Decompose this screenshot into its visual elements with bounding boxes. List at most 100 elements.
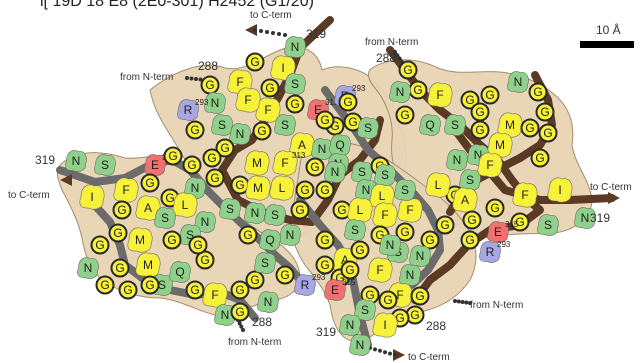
residue-letter: G <box>403 63 412 77</box>
glycine-marker <box>378 290 398 310</box>
residue-number-319: 319 <box>306 27 326 41</box>
residue-letter: S <box>381 168 389 182</box>
residue-G: G <box>462 210 482 230</box>
residue-blob <box>574 207 596 229</box>
residue-blob <box>324 279 346 301</box>
residue-I: I <box>79 184 105 210</box>
residue-G: G <box>185 280 205 300</box>
residue-blob <box>169 261 191 283</box>
residue-Q: Q <box>329 134 351 156</box>
residue-letter: G <box>320 113 329 127</box>
terminus-dots <box>383 350 387 355</box>
residue-letter: G <box>235 178 244 192</box>
residue-letter: G <box>295 203 304 217</box>
residue-N: N <box>324 161 346 183</box>
residue-letter: F <box>521 188 528 202</box>
residue-letter: A <box>298 138 306 152</box>
residue-letter: S <box>218 118 226 132</box>
glycine-marker <box>315 180 335 200</box>
residue-letter: G <box>205 78 214 92</box>
residue-F: F <box>235 87 261 113</box>
residue-letter: G <box>310 160 319 174</box>
residue-letter: G <box>540 105 549 119</box>
residue-blob <box>79 184 105 210</box>
residue-letter: G <box>210 171 219 185</box>
glycine-marker <box>118 280 138 300</box>
residue-blob <box>255 97 281 123</box>
residue-blob <box>537 214 559 236</box>
residue-N: N <box>409 245 431 267</box>
residue-letter: N <box>211 96 220 110</box>
residue-letter: N <box>264 295 273 309</box>
residue-letter: G <box>425 233 434 247</box>
residue-letter: G <box>190 123 199 137</box>
residue-blob <box>235 87 261 113</box>
glycine-marker <box>185 120 205 140</box>
residue-letter: G <box>475 105 484 119</box>
residue-letter: G <box>365 288 374 302</box>
residue-number-319: 319 <box>316 325 336 339</box>
residue-G: G <box>182 155 202 175</box>
residue-N: N <box>77 257 99 279</box>
residue-blob <box>349 334 371 356</box>
residue-G: G <box>395 105 415 125</box>
residue-letter: G <box>533 85 542 99</box>
residue-letter: F <box>281 156 288 170</box>
residue-N: N <box>279 224 301 246</box>
residue-blob <box>202 282 228 308</box>
residue-letter: G <box>383 293 392 307</box>
terminus-dots <box>253 28 257 32</box>
residue-number: 293 <box>312 273 326 282</box>
residue-letter: G <box>250 273 259 287</box>
residue-letter: G <box>410 308 419 322</box>
terminus-dots <box>397 56 402 61</box>
residue-F: F <box>397 197 423 223</box>
glycine-marker <box>290 200 310 220</box>
residue-letter: G <box>113 226 122 240</box>
residue-blob <box>425 172 451 198</box>
residue-letter: N <box>201 215 210 229</box>
residue-G: G <box>230 280 250 300</box>
residue-letter: E <box>314 103 322 117</box>
residue-blob <box>479 241 501 263</box>
terminus-dots <box>271 31 275 35</box>
residue-letter: S <box>281 118 289 132</box>
glycine-marker <box>112 200 132 220</box>
residue-letter: G <box>145 176 154 190</box>
residue-G: G <box>238 225 258 245</box>
residue-letter: F <box>244 93 251 107</box>
residue-letter: F <box>436 88 443 102</box>
residue-blob <box>547 177 573 203</box>
residue-S: S <box>357 117 379 139</box>
residue-M: M <box>245 175 271 201</box>
glycine-marker <box>295 180 315 200</box>
residue-letter: N <box>331 165 340 179</box>
residue-letter: F <box>406 203 413 217</box>
residue-number: 293 <box>195 98 209 107</box>
residue-letter: G <box>535 151 544 165</box>
residue-letter: G <box>320 233 329 247</box>
residue-Q: Q <box>169 261 191 283</box>
residue-N: N <box>339 314 361 336</box>
glycine-marker <box>480 85 500 105</box>
residue-blob <box>244 150 270 176</box>
residue-letter: N <box>453 153 462 167</box>
terminus-dots <box>460 300 465 304</box>
residue-G: G <box>435 215 455 235</box>
residue-blob <box>446 149 468 171</box>
residue-G: G <box>485 198 505 218</box>
c-term-arrow-icon <box>393 349 405 361</box>
residue-blob <box>452 187 478 213</box>
residue-number-319: 319 <box>35 153 55 167</box>
residue-letter: G <box>337 203 346 217</box>
residue-blob <box>270 55 296 81</box>
terminus-dots <box>185 76 189 80</box>
residue-G: G <box>350 240 370 260</box>
residue-letter: G <box>235 305 244 319</box>
glycine-marker <box>90 235 110 255</box>
residue-blob <box>244 202 266 224</box>
residue-F: F <box>113 177 139 203</box>
glycine-marker <box>315 110 335 130</box>
residue-letter: R <box>486 245 495 259</box>
